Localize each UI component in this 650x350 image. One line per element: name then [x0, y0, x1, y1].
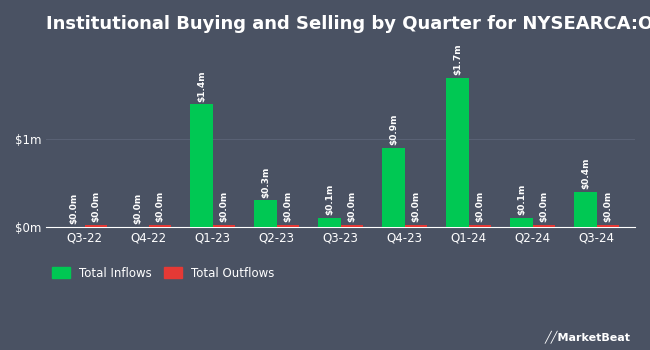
Text: $1.4m: $1.4m	[197, 70, 206, 101]
Text: $0.0m: $0.0m	[540, 191, 549, 222]
Text: $0.0m: $0.0m	[603, 191, 612, 222]
Bar	[254, 201, 277, 227]
Text: $0.0m: $0.0m	[133, 193, 142, 224]
Text: Institutional Buying and Selling by Quarter for NYSEARCA:OACP: Institutional Buying and Selling by Quar…	[46, 15, 650, 33]
Bar	[190, 104, 213, 227]
Bar	[277, 225, 299, 227]
Text: $0.0m: $0.0m	[155, 191, 164, 222]
Bar	[382, 148, 405, 227]
Bar	[84, 225, 107, 227]
Text: $0.4m: $0.4m	[581, 158, 590, 189]
Text: ╱╱MarketBeat: ╱╱MarketBeat	[545, 330, 630, 343]
Text: $0.0m: $0.0m	[283, 191, 292, 222]
Bar	[532, 225, 555, 227]
Bar	[149, 225, 171, 227]
Bar	[574, 192, 597, 227]
Bar	[469, 225, 491, 227]
Text: $0.0m: $0.0m	[220, 191, 228, 222]
Text: $0.3m: $0.3m	[261, 166, 270, 198]
Text: $0.0m: $0.0m	[347, 191, 356, 222]
Text: $1.7m: $1.7m	[453, 44, 462, 75]
Bar	[597, 225, 619, 227]
Bar	[318, 218, 341, 227]
Text: $0.0m: $0.0m	[475, 191, 484, 222]
Text: $0.0m: $0.0m	[92, 191, 101, 222]
Bar	[447, 78, 469, 227]
Bar	[405, 225, 427, 227]
Text: $0.0m: $0.0m	[411, 191, 421, 222]
Text: $0.9m: $0.9m	[389, 114, 398, 145]
Bar	[213, 225, 235, 227]
Bar	[510, 218, 532, 227]
Text: $0.1m: $0.1m	[325, 184, 334, 215]
Text: $0.1m: $0.1m	[517, 184, 526, 215]
Bar	[341, 225, 363, 227]
Text: $0.0m: $0.0m	[69, 193, 78, 224]
Legend: Total Inflows, Total Outflows: Total Inflows, Total Outflows	[52, 267, 274, 280]
